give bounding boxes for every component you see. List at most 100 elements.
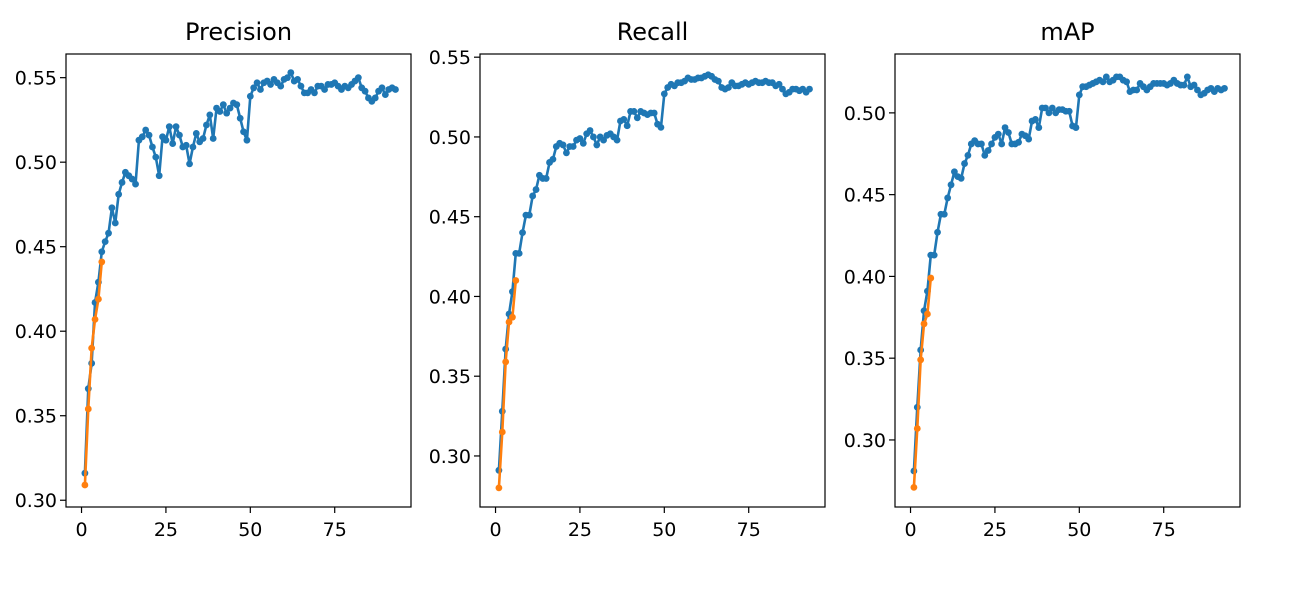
data-point [613,136,621,144]
y-tick-label: 0.50 [15,152,57,174]
data-point [84,405,92,413]
data-point [172,123,180,131]
series-line-1 [83,260,104,487]
data-point [927,274,935,282]
data-point [934,228,941,236]
data-point [951,168,958,176]
data-point [940,210,948,218]
y-tick-label: 0.55 [15,68,57,90]
y-tick-label: 0.40 [429,286,471,308]
x-tick-label: 75 [737,519,761,541]
chart-panel-0: Precision 0 25 50 75 0.30 0.35 0.40 0.45 0.50 0.55 [15,18,412,541]
data-point [311,89,318,97]
data-point [118,179,126,186]
data-point [650,109,658,117]
data-point [361,87,369,95]
data-point [381,91,389,98]
data-point [354,74,362,82]
data-point [226,104,234,112]
data-point [182,141,190,149]
y-tick-label: 0.50 [844,103,886,125]
data-point [779,85,786,93]
data-point [930,251,938,259]
y-tick-label: 0.35 [15,406,57,428]
x-tick-label: 0 [75,519,87,541]
data-point [498,428,506,436]
series-group [495,71,813,492]
chart-title: Recall [617,18,689,46]
data-point [1032,116,1039,123]
data-point [206,111,214,119]
series-line-1 [912,276,933,489]
data-point [294,75,301,83]
data-point [586,127,594,134]
y-tick-label: 0.55 [429,47,471,69]
data-point [947,181,955,189]
data-point [725,84,732,91]
y-tick-label: 0.40 [844,266,886,288]
data-point [660,90,668,98]
data-point [542,175,550,182]
data-point [1075,91,1083,99]
chart-title: Precision [185,18,292,46]
data-point [297,82,305,90]
y-tick-label: 0.45 [844,185,886,207]
data-point [145,131,153,139]
data-point [1194,86,1201,94]
data-point [165,123,173,131]
data-point [512,277,520,284]
data-point [1072,124,1080,131]
data-point [88,344,96,352]
data-point [633,114,641,122]
x-tick-label: 50 [1067,519,1091,541]
data-point [509,313,516,321]
data-point [910,483,918,491]
data-point [101,238,109,246]
x-tick-label: 50 [238,519,262,541]
data-point [1102,73,1110,81]
data-point [495,484,503,492]
data-point [243,136,251,144]
data-point [1015,138,1022,146]
series-group [81,69,399,489]
x-tick-label: 50 [652,519,676,541]
data-point [284,74,291,82]
data-point [169,140,177,147]
data-point [502,358,510,366]
data-point [233,101,241,109]
y-tick-label: 0.35 [429,366,471,388]
data-point [961,160,968,167]
data-point [579,139,587,147]
series-line-1 [497,279,518,490]
data-point [569,143,577,150]
y-tick-label: 0.30 [844,430,886,452]
data-point [152,153,160,161]
data-point [277,82,285,90]
chart-panel-2: mAP 0 25 50 75 0.30 0.35 0.40 0.45 0.50 [844,18,1241,541]
x-tick-label: 0 [904,519,916,541]
data-point [267,81,274,88]
data-point [623,122,631,130]
data-point [1001,124,1009,131]
data-point [98,258,106,266]
data-point [1045,109,1053,117]
data-point [149,143,156,151]
x-tick-label: 75 [1152,519,1176,541]
chart-title: mAP [1040,18,1094,46]
data-point [91,315,99,323]
data-point [1035,124,1043,131]
y-tick-label: 0.35 [844,348,886,370]
data-point [199,135,207,142]
data-point [913,425,921,432]
data-point [1180,81,1188,89]
data-point [519,229,526,237]
data-point [203,121,210,129]
data-point [515,249,523,257]
axes-frame [65,53,412,508]
data-point [128,175,136,183]
data-point [1221,84,1228,92]
data-point [549,155,557,163]
data-point [806,85,813,93]
data-point [529,192,537,200]
